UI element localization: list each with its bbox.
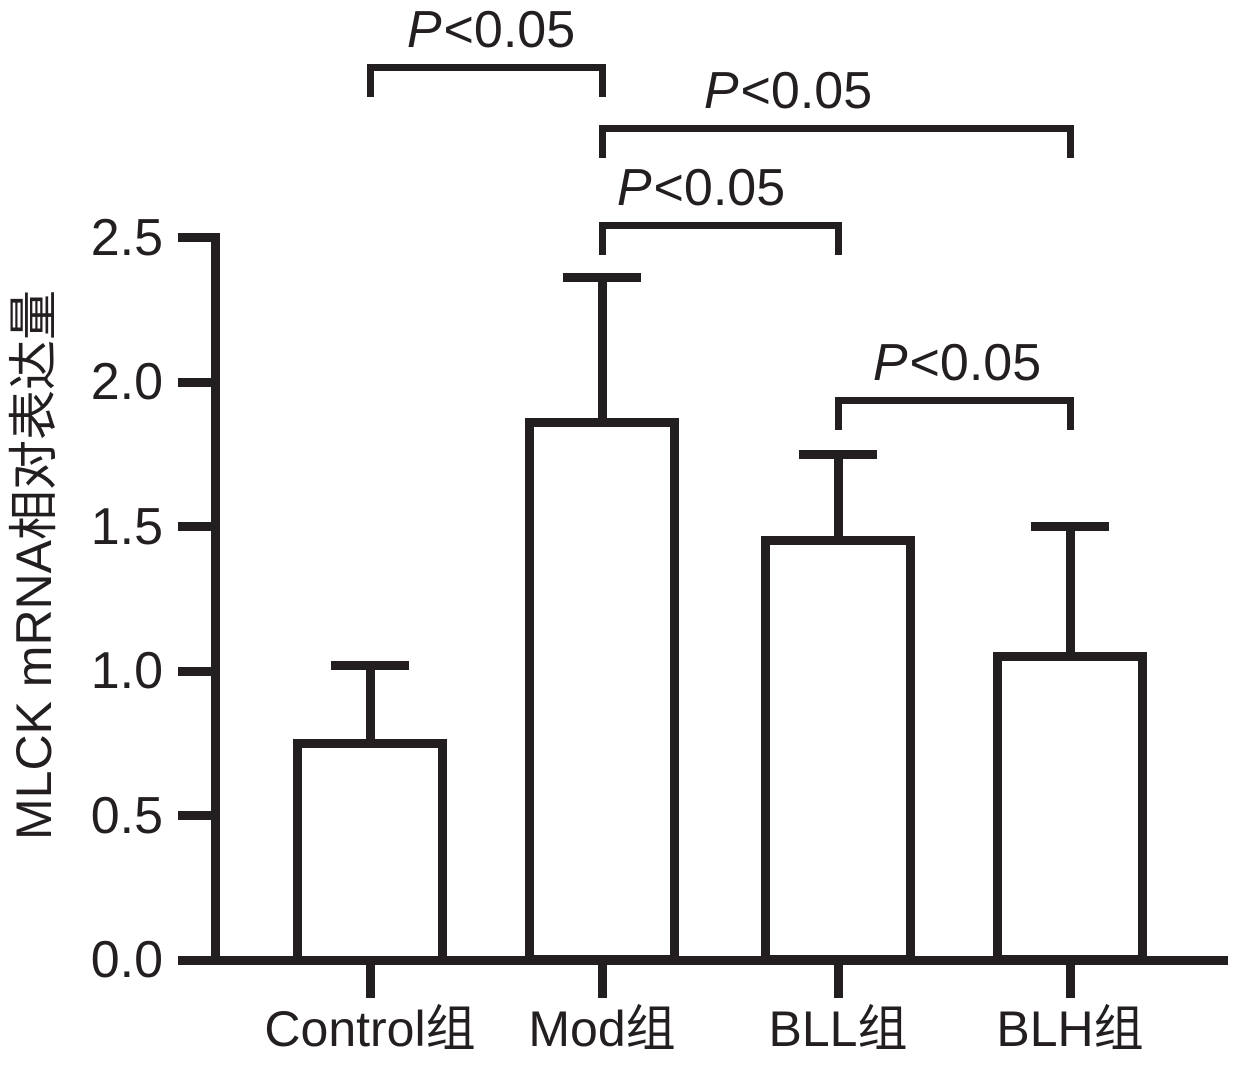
error-bar-stem bbox=[365, 660, 375, 748]
error-bar-stem bbox=[597, 273, 607, 427]
significance-bracket bbox=[598, 124, 1074, 158]
y-tick-label: 1.0 bbox=[90, 642, 163, 700]
y-tick bbox=[178, 522, 211, 531]
error-bar-cap bbox=[563, 273, 641, 283]
significance-bracket bbox=[598, 221, 842, 255]
error-bar-cap bbox=[799, 449, 877, 459]
x-category-label: Control组 bbox=[264, 1001, 476, 1057]
x-category-label: Mod组 bbox=[528, 1001, 676, 1057]
y-tick bbox=[178, 233, 211, 242]
significance-label: P<0.05 bbox=[703, 61, 873, 120]
bar bbox=[993, 652, 1147, 965]
x-tick bbox=[365, 964, 375, 998]
y-axis-line bbox=[211, 233, 220, 965]
significance-bracket bbox=[834, 397, 1074, 431]
significance-bracket bbox=[366, 64, 606, 98]
y-tick bbox=[178, 811, 211, 820]
x-tick bbox=[1065, 964, 1075, 998]
y-tick-label: 0.0 bbox=[90, 931, 163, 989]
y-tick bbox=[178, 955, 211, 965]
error-bar-cap bbox=[331, 660, 409, 670]
error-bar-cap bbox=[1031, 522, 1109, 531]
bar bbox=[525, 417, 679, 965]
significance-label: P<0.05 bbox=[406, 1, 576, 60]
x-tick bbox=[833, 964, 843, 998]
y-tick-label: 1.5 bbox=[90, 497, 163, 556]
y-tick-label: 0.5 bbox=[90, 786, 163, 845]
x-axis-line bbox=[211, 955, 1228, 965]
error-bar-stem bbox=[833, 449, 843, 546]
y-tick bbox=[178, 377, 211, 387]
x-category-label: BLL组 bbox=[768, 1001, 908, 1057]
y-tick-label: 2.0 bbox=[90, 353, 163, 411]
significance-label: P<0.05 bbox=[616, 158, 786, 217]
error-bar-stem bbox=[1065, 522, 1075, 662]
y-tick bbox=[178, 666, 211, 676]
significance-label: P<0.05 bbox=[872, 334, 1042, 393]
bar bbox=[293, 738, 447, 965]
x-tick bbox=[597, 964, 607, 998]
y-axis-title: MLCK mRNA相对表达量 bbox=[6, 289, 62, 841]
bar bbox=[761, 536, 915, 965]
x-category-label: BLH组 bbox=[996, 1001, 1144, 1057]
y-tick-label: 2.5 bbox=[90, 208, 163, 267]
